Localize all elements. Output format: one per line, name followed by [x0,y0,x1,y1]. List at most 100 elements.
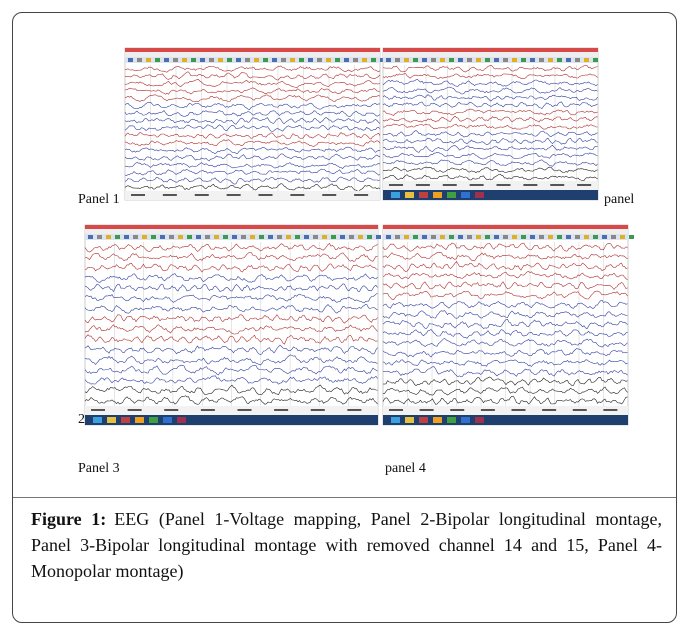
tool-icon [349,235,354,239]
time-stamp [480,409,495,411]
caption-text: EEG (Panel 1-Voltage mapping, Panel 2-Bi… [31,509,662,581]
taskbar-icon [447,417,456,423]
eeg-trace [124,71,381,81]
panel-label: Panel 1 [78,192,120,207]
tool-icon [566,58,571,62]
eeg-trace [84,252,378,262]
taskbar [383,415,628,425]
time-stamp [511,409,526,411]
tool-icon [232,235,237,239]
tool-icon [530,235,535,239]
eeg-trace [382,376,628,387]
time-stamp [442,184,457,186]
panel-label: Panel 3 [78,461,120,476]
tool-icon [133,235,138,239]
eeg-trace [382,386,628,396]
tool-icon [380,58,385,62]
tool-icon [304,235,309,239]
tool-icon [151,235,156,239]
eeg-trace [124,153,381,162]
panel-label: panel [604,192,635,207]
eeg-trace [124,183,381,192]
tool-icon [286,235,291,239]
eeg-trace [382,251,628,262]
time-stamp [290,194,305,196]
tool-icon [236,58,241,62]
taskbar-icon [135,417,144,423]
eeg-trace [382,260,628,272]
taskbar-icon [461,192,470,198]
eeg-screenshot [84,224,381,426]
eeg-trace [382,338,628,348]
tool-icon [485,58,490,62]
time-stamp [347,409,362,411]
time-stamp [523,184,538,186]
tool-icon [227,58,232,62]
tool-icon [313,235,318,239]
time-stamp [237,409,252,411]
eeg-trace [124,132,381,140]
tool-icon [223,235,228,239]
taskbar-icon [475,192,484,198]
taskbar-icon [149,417,158,423]
eeg-trace [382,115,598,123]
tool-icon [458,235,463,239]
tool-icon [362,58,367,62]
title-bar [383,225,628,229]
tool-icon [494,58,499,62]
tool-icon [548,58,553,62]
time-stamp [450,409,465,411]
tool-icon [250,235,255,239]
time-stamp [419,409,434,411]
tool-icon [503,235,508,239]
tool-icon [209,58,214,62]
tool-icon [322,235,327,239]
tool-icon [476,58,481,62]
eeg-trace [382,64,598,73]
eeg-trace [382,318,628,330]
menu-bar [85,229,378,234]
toolbar [383,57,598,63]
taskbar-icon [433,192,442,198]
eeg-screenshots [84,47,634,426]
tool-icon [431,58,436,62]
tool-icon [115,235,120,239]
title-bar [383,48,598,52]
tool-icon [458,58,463,62]
tool-icon [358,235,363,239]
tool-icon [241,235,246,239]
tool-icon [539,235,544,239]
time-stamp [131,194,145,196]
eeg-trace [124,139,381,147]
time-bar [383,406,628,415]
time-bar [85,406,378,415]
time-stamp [572,409,587,411]
tool-icon [160,235,165,239]
time-stamp [274,409,289,411]
eeg-trace [124,146,381,155]
tool-icon [449,58,454,62]
tool-icon [97,235,102,239]
toolbar [85,234,378,240]
tool-icon [290,58,295,62]
eeg-trace [382,152,598,160]
time-stamp [603,409,618,411]
figure-caption: Figure 1: EEG (Panel 1-Voltage mapping, P… [31,506,662,584]
tool-icon [326,58,331,62]
taskbar-icon [177,417,186,423]
eeg-trace [124,176,381,185]
eeg-trace [84,262,378,273]
eeg-trace [382,166,598,173]
menu-bar [125,52,380,57]
taskbar-icon [121,417,130,423]
time-stamp [162,194,177,196]
tool-icon [602,235,607,239]
tool-icon [191,58,196,62]
tool-icon [164,58,169,62]
eeg-trace [383,130,598,138]
tool-icon [142,235,147,239]
taskbar [383,190,598,200]
eeg-screenshot [382,224,634,426]
tool-icon [272,58,277,62]
eeg-trace [382,281,628,290]
